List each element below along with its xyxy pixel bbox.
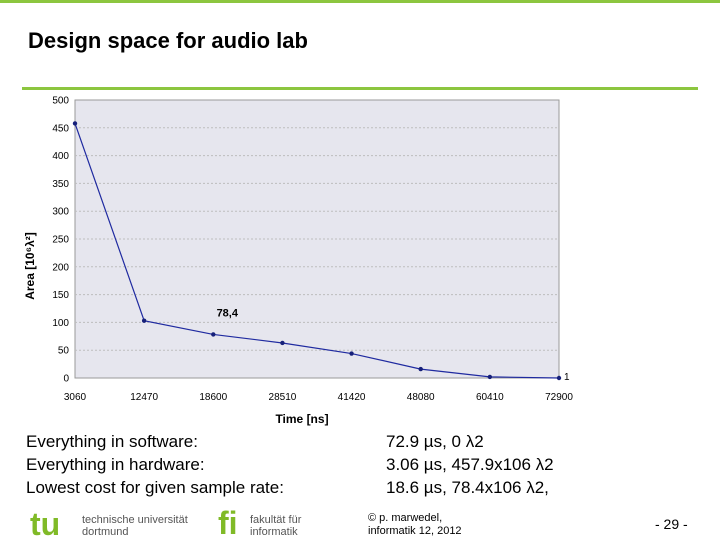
end-marker-label: 1 bbox=[564, 372, 570, 383]
y-tick-label: 450 bbox=[52, 123, 69, 134]
note-label: Everything in hardware: bbox=[26, 455, 205, 474]
x-tick-label: 48080 bbox=[407, 392, 435, 403]
y-tick-label: 500 bbox=[52, 96, 69, 107]
top-accent-line bbox=[0, 0, 720, 3]
chart-container: 0 50 100 150 200 250 300 350 400 450 500 3060 12470 1… bbox=[18, 90, 578, 430]
x-tick-label: 28510 bbox=[269, 392, 297, 403]
fi-logo-mark-icon: fi bbox=[218, 505, 238, 541]
tu-logo-mark-icon: tu bbox=[30, 506, 61, 542]
series-line bbox=[74, 123, 560, 379]
x-tick-label: 72900 bbox=[545, 392, 573, 403]
page-number: - 29 - bbox=[655, 516, 688, 532]
data-point bbox=[418, 366, 423, 372]
slide-title: Design space for audio lab bbox=[28, 28, 308, 53]
data-point bbox=[141, 318, 147, 323]
data-point bbox=[349, 351, 354, 356]
data-point bbox=[556, 375, 562, 381]
copyright-notice: © p. marwedel, informatik 12, 2012 bbox=[368, 512, 462, 537]
y-tick-label: 150 bbox=[52, 290, 69, 301]
note-value: 72.9 µs, 0 λ2 bbox=[386, 432, 484, 451]
tu-dortmund-logo: tu technische universität dortmund bbox=[30, 506, 190, 542]
note-value: 18.6 µs, 78.4x106 λ2, bbox=[386, 478, 549, 497]
x-tick-label: 18600 bbox=[199, 392, 227, 403]
y-tick-label: 250 bbox=[52, 235, 69, 246]
tu-logo-text: technische universität dortmund bbox=[82, 514, 188, 538]
y-tick-label: 300 bbox=[52, 207, 69, 218]
data-point bbox=[487, 374, 493, 380]
note-label: Everything in software: bbox=[26, 432, 198, 451]
data-label: 78,4 bbox=[217, 307, 239, 319]
fakultaet-informatik-logo: fi fakultät für informatik bbox=[218, 505, 338, 541]
y-tick-label: 200 bbox=[52, 262, 69, 273]
title-divider bbox=[22, 87, 698, 90]
note-value: 3.06 µs, 457.9x106 λ2 bbox=[386, 455, 554, 474]
y-tick-label: 50 bbox=[58, 346, 70, 357]
y-tick-label: 400 bbox=[52, 151, 69, 162]
y-axis-label-text: Area [10⁶λ²] bbox=[23, 232, 37, 300]
x-tick-label: 41420 bbox=[338, 392, 366, 403]
y-tick-label: 350 bbox=[52, 179, 69, 190]
x-tick-label: 3060 bbox=[64, 392, 87, 403]
fi-logo-text: fakultät für informatik bbox=[250, 514, 302, 538]
data-point bbox=[280, 340, 285, 346]
data-point bbox=[211, 332, 216, 337]
y-tick-label: 0 bbox=[63, 374, 69, 385]
x-tick-label: 12470 bbox=[130, 392, 158, 403]
y-tick-label: 100 bbox=[52, 318, 69, 329]
y-axis-label: Area [10⁶λ²] bbox=[23, 232, 37, 300]
data-point bbox=[72, 121, 78, 126]
x-axis-label: Time [ns] bbox=[275, 412, 328, 426]
note-label: Lowest cost for given sample rate: bbox=[26, 478, 284, 497]
line-chart: 0 50 100 150 200 250 300 350 400 450 500 3060 12470 1… bbox=[52, 96, 573, 427]
x-tick-label: 60410 bbox=[476, 392, 504, 403]
